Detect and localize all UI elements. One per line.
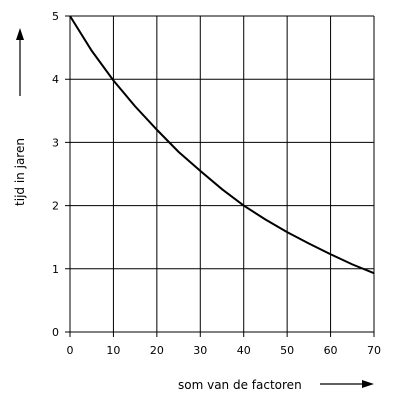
x-tick-label: 50 xyxy=(280,344,294,357)
x-tick-label: 0 xyxy=(67,344,74,357)
y-tick-label: 4 xyxy=(52,73,59,86)
y-tick-label: 2 xyxy=(52,200,59,213)
x-tick-label: 70 xyxy=(367,344,381,357)
x-tick-labels: 0 10 20 30 40 50 60 70 xyxy=(67,344,382,357)
y-axis-arrow xyxy=(16,28,24,96)
y-axis-label: tijd in jaren xyxy=(13,138,27,206)
x-tick-label: 30 xyxy=(193,344,207,357)
y-tick-label: 5 xyxy=(52,10,59,23)
x-axis-label: som van de factoren xyxy=(178,378,302,392)
x-tick-label: 40 xyxy=(237,344,251,357)
x-tick-label: 20 xyxy=(150,344,164,357)
y-tick-label: 3 xyxy=(52,136,59,149)
x-tick-label: 10 xyxy=(106,344,120,357)
x-tick-label: 60 xyxy=(324,344,338,357)
grid xyxy=(65,15,375,337)
y-tick-labels: 0 1 2 3 4 5 xyxy=(52,10,59,339)
series-line xyxy=(69,15,375,275)
y-tick-label: 0 xyxy=(52,326,59,339)
y-tick-label: 1 xyxy=(52,263,59,276)
x-axis-arrow xyxy=(320,380,374,388)
